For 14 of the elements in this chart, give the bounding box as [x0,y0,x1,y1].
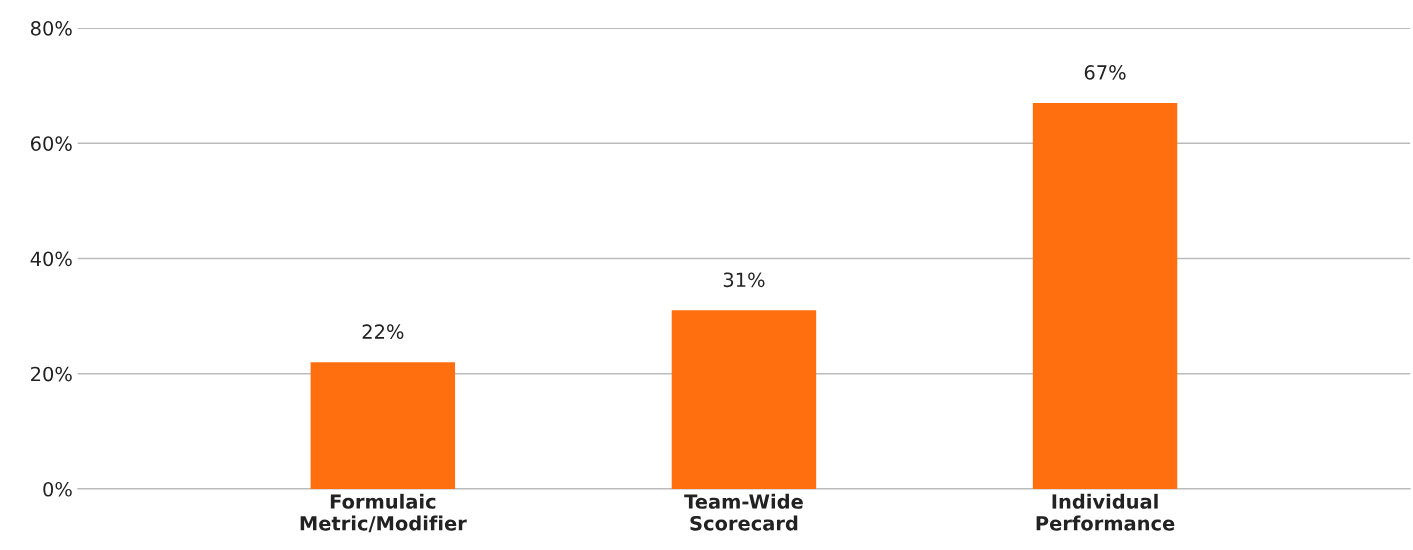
x-tick-label: Individual Performance [1036,493,1175,531]
data-label: 22% [362,324,404,339]
bar [310,362,456,489]
x-tick-label: Formulaic Metric/Modifier [300,493,467,533]
y-tick-label: 40% [30,251,72,267]
y-tick-label: 20% [31,366,72,382]
y-tick-label: 0% [43,481,72,497]
y-tick-label: 80% [30,21,72,36]
y-tick-label: 60% [30,136,72,151]
data-label: 67% [1084,65,1126,80]
x-tick-label: Team-Wide Scorecard [684,493,803,531]
bar [1032,102,1178,489]
bar [671,310,817,489]
data-label: 31% [723,272,765,288]
